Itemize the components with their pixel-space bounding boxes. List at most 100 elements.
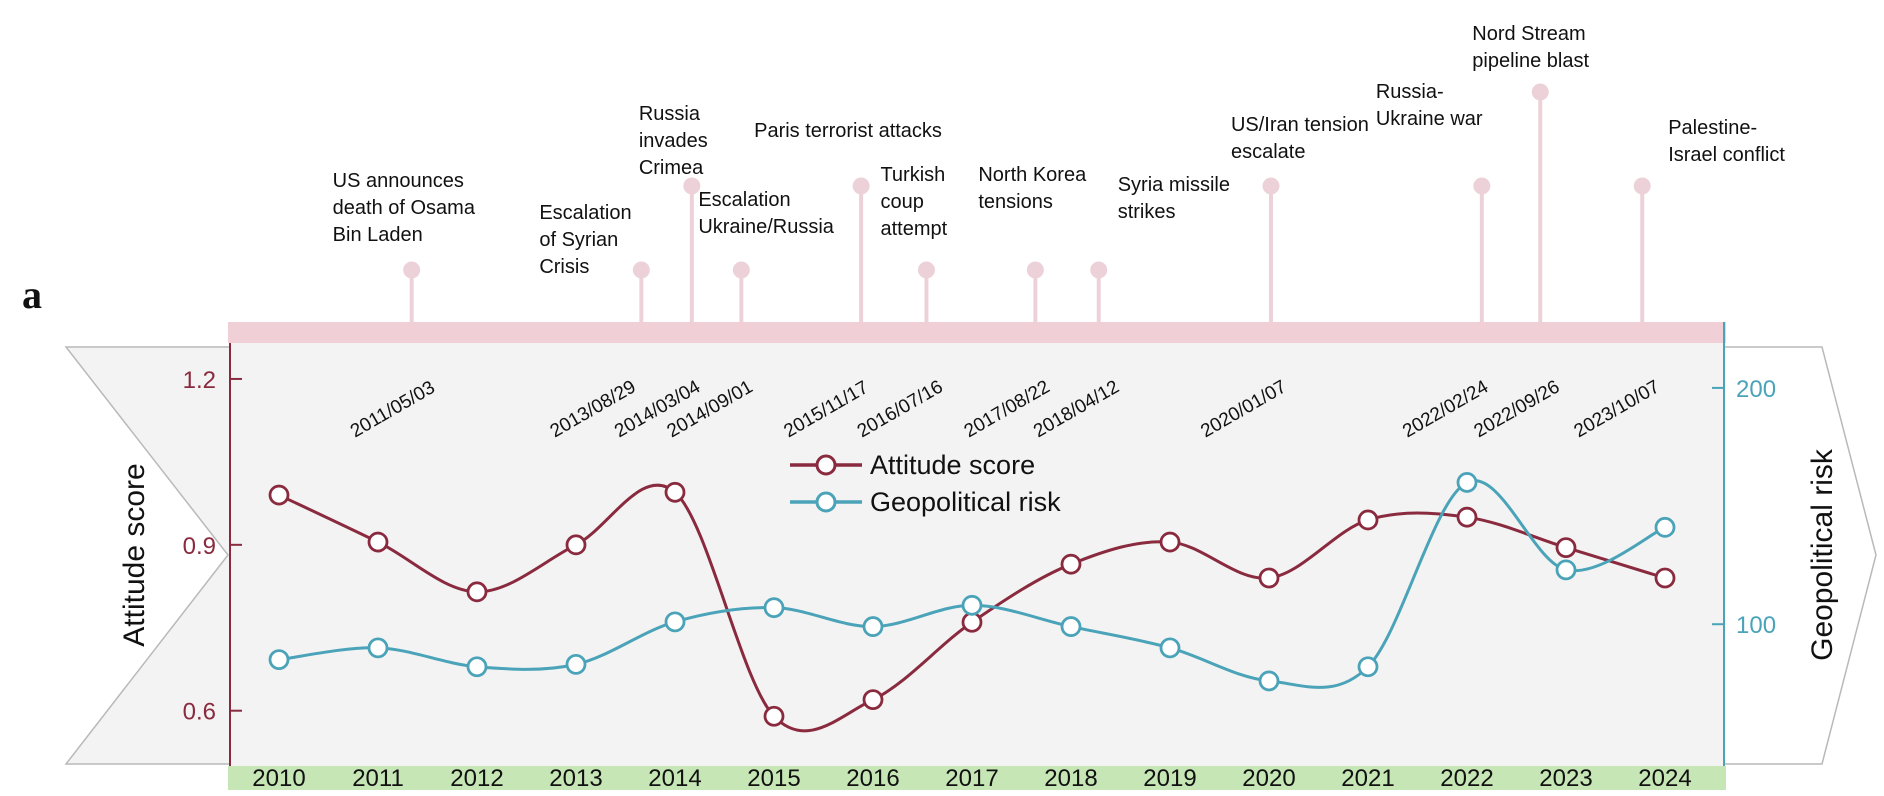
attitude-data-point xyxy=(862,689,884,711)
event-label: Nord Stream pipeline blast xyxy=(1472,23,1589,72)
event-label-line: coup xyxy=(880,191,923,213)
event-dot xyxy=(1531,83,1549,101)
event-label-line: Escalation xyxy=(539,202,631,224)
risk-data-point xyxy=(1555,559,1577,581)
event-dot xyxy=(632,261,650,279)
event-label-line: attempt xyxy=(880,218,947,240)
event-label: Russia- Ukraine war xyxy=(1376,81,1483,130)
event-label-line: Palestine- xyxy=(1668,117,1757,139)
right-arrow-shape xyxy=(1721,346,1877,765)
left-tick-label: 1.2 xyxy=(183,367,216,394)
event-label-line: Russia xyxy=(639,103,701,125)
attitude-data-point xyxy=(763,705,785,727)
risk-data-point xyxy=(466,656,488,678)
risk-data-point xyxy=(1357,656,1379,678)
risk-data-point xyxy=(1258,670,1280,692)
event-label: Escalation Ukraine/Russia xyxy=(698,189,834,238)
attitude-data-point xyxy=(1159,531,1181,553)
event-label: Palestine- Israel conflict xyxy=(1668,117,1785,166)
event-label-line: Crisis xyxy=(539,256,589,278)
event-dot xyxy=(1026,261,1044,279)
left-tick-label: 0.9 xyxy=(183,533,216,560)
event-label-line: escalate xyxy=(1231,141,1306,163)
risk-data-point xyxy=(367,637,389,659)
year-labels: 2010 2011 2012 2013 2014 2015 2016 2017 2018 2019… xyxy=(252,765,1691,792)
year-label: 2011 xyxy=(352,765,404,792)
risk-data-point xyxy=(862,616,884,637)
event-dot xyxy=(1633,177,1651,195)
attitude-data-point xyxy=(1357,509,1379,531)
attitude-data-point xyxy=(565,534,587,556)
event-label: North Korea tensions xyxy=(978,164,1087,213)
attitude-data-point xyxy=(961,611,983,633)
event-label-line: Nord Stream xyxy=(1472,23,1585,45)
event-label-line: Russia- xyxy=(1376,81,1444,103)
risk-data-point xyxy=(268,649,290,671)
year-label: 2019 xyxy=(1143,765,1196,792)
attitude-data-point xyxy=(1456,506,1478,528)
plot-panel xyxy=(230,343,1724,766)
risk-data-point xyxy=(565,653,587,675)
right-tick-label: 200 xyxy=(1736,376,1776,403)
attitude-data-point xyxy=(466,581,488,603)
year-label: 2022 xyxy=(1440,765,1493,792)
event-timeline: US announces death of Osama Bin Laden Escal… xyxy=(333,23,1785,322)
risk-data-point xyxy=(1456,472,1478,493)
year-label: 2012 xyxy=(450,765,503,792)
attitude-data-point xyxy=(1060,553,1082,575)
event-label: Syria missile strikes xyxy=(1118,174,1230,223)
panel-label: a xyxy=(22,272,42,317)
year-label: 2020 xyxy=(1242,765,1295,792)
risk-data-point xyxy=(1159,637,1181,659)
event-label-line: Ukraine war xyxy=(1376,108,1483,130)
event-label-line: Escalation xyxy=(698,189,790,211)
year-label: 2021 xyxy=(1341,765,1394,792)
year-label: 2013 xyxy=(549,765,602,792)
event-label: US announces death of Osama Bin Laden xyxy=(333,170,476,246)
event-label: Escalation of Syrian Crisis xyxy=(539,202,631,278)
event-dot xyxy=(1090,261,1108,279)
event-label-line: Syria missile xyxy=(1118,174,1230,196)
attitude-data-point xyxy=(367,531,389,553)
risk-data-point xyxy=(1654,516,1676,538)
year-label: 2016 xyxy=(846,765,899,792)
attitude-data-point xyxy=(1654,567,1676,589)
event-label: US/Iran tension escalate xyxy=(1231,114,1369,163)
attitude-series-line xyxy=(278,483,1666,733)
legend-attitude-label: Attitude score xyxy=(870,450,1035,480)
event-label-line: death of Osama xyxy=(333,197,476,219)
series-lines xyxy=(278,479,1666,733)
attitude-data-point xyxy=(664,481,686,503)
year-label: 2010 xyxy=(252,765,305,792)
year-label: 2014 xyxy=(648,765,701,792)
event-label-line: Turkish xyxy=(880,164,945,186)
event-label-line: Bin Laden xyxy=(333,224,423,246)
event-label-line: invades xyxy=(639,130,708,152)
left-axis-title: Attitude score xyxy=(118,463,151,646)
event-label-line: Israel conflict xyxy=(1668,144,1785,166)
event-dot xyxy=(852,177,870,195)
year-label: 2017 xyxy=(945,765,998,792)
legend: Attitude score Geopolitical risk xyxy=(790,450,1061,517)
timeline-bar xyxy=(228,322,1726,343)
attitude-data-point xyxy=(268,484,290,506)
risk-data-point xyxy=(763,597,785,619)
event-label-line: US/Iran tension xyxy=(1231,114,1369,136)
event-dot xyxy=(1473,177,1491,195)
event-dot xyxy=(732,261,750,279)
event-label-line: Crimea xyxy=(639,157,704,179)
right-axis-title: Geopolitical risk xyxy=(1806,448,1839,661)
event-label: Paris terrorist attacks xyxy=(754,120,942,142)
axis-ticks: 1.2 0.9 0.6 200 100 xyxy=(183,367,1776,726)
event-label-line: of Syrian xyxy=(539,229,618,251)
year-label: 2024 xyxy=(1638,765,1691,792)
risk-data-point xyxy=(1060,616,1082,637)
legend-risk-label: Geopolitical risk xyxy=(870,487,1061,517)
event-dot xyxy=(683,177,701,195)
event-dot xyxy=(917,261,935,279)
legend-risk-marker xyxy=(815,491,837,513)
risk-series-line xyxy=(278,479,1666,689)
risk-data-point xyxy=(961,594,983,616)
event-label: Turkish coup attempt xyxy=(880,164,947,240)
risk-data-point xyxy=(664,611,686,633)
